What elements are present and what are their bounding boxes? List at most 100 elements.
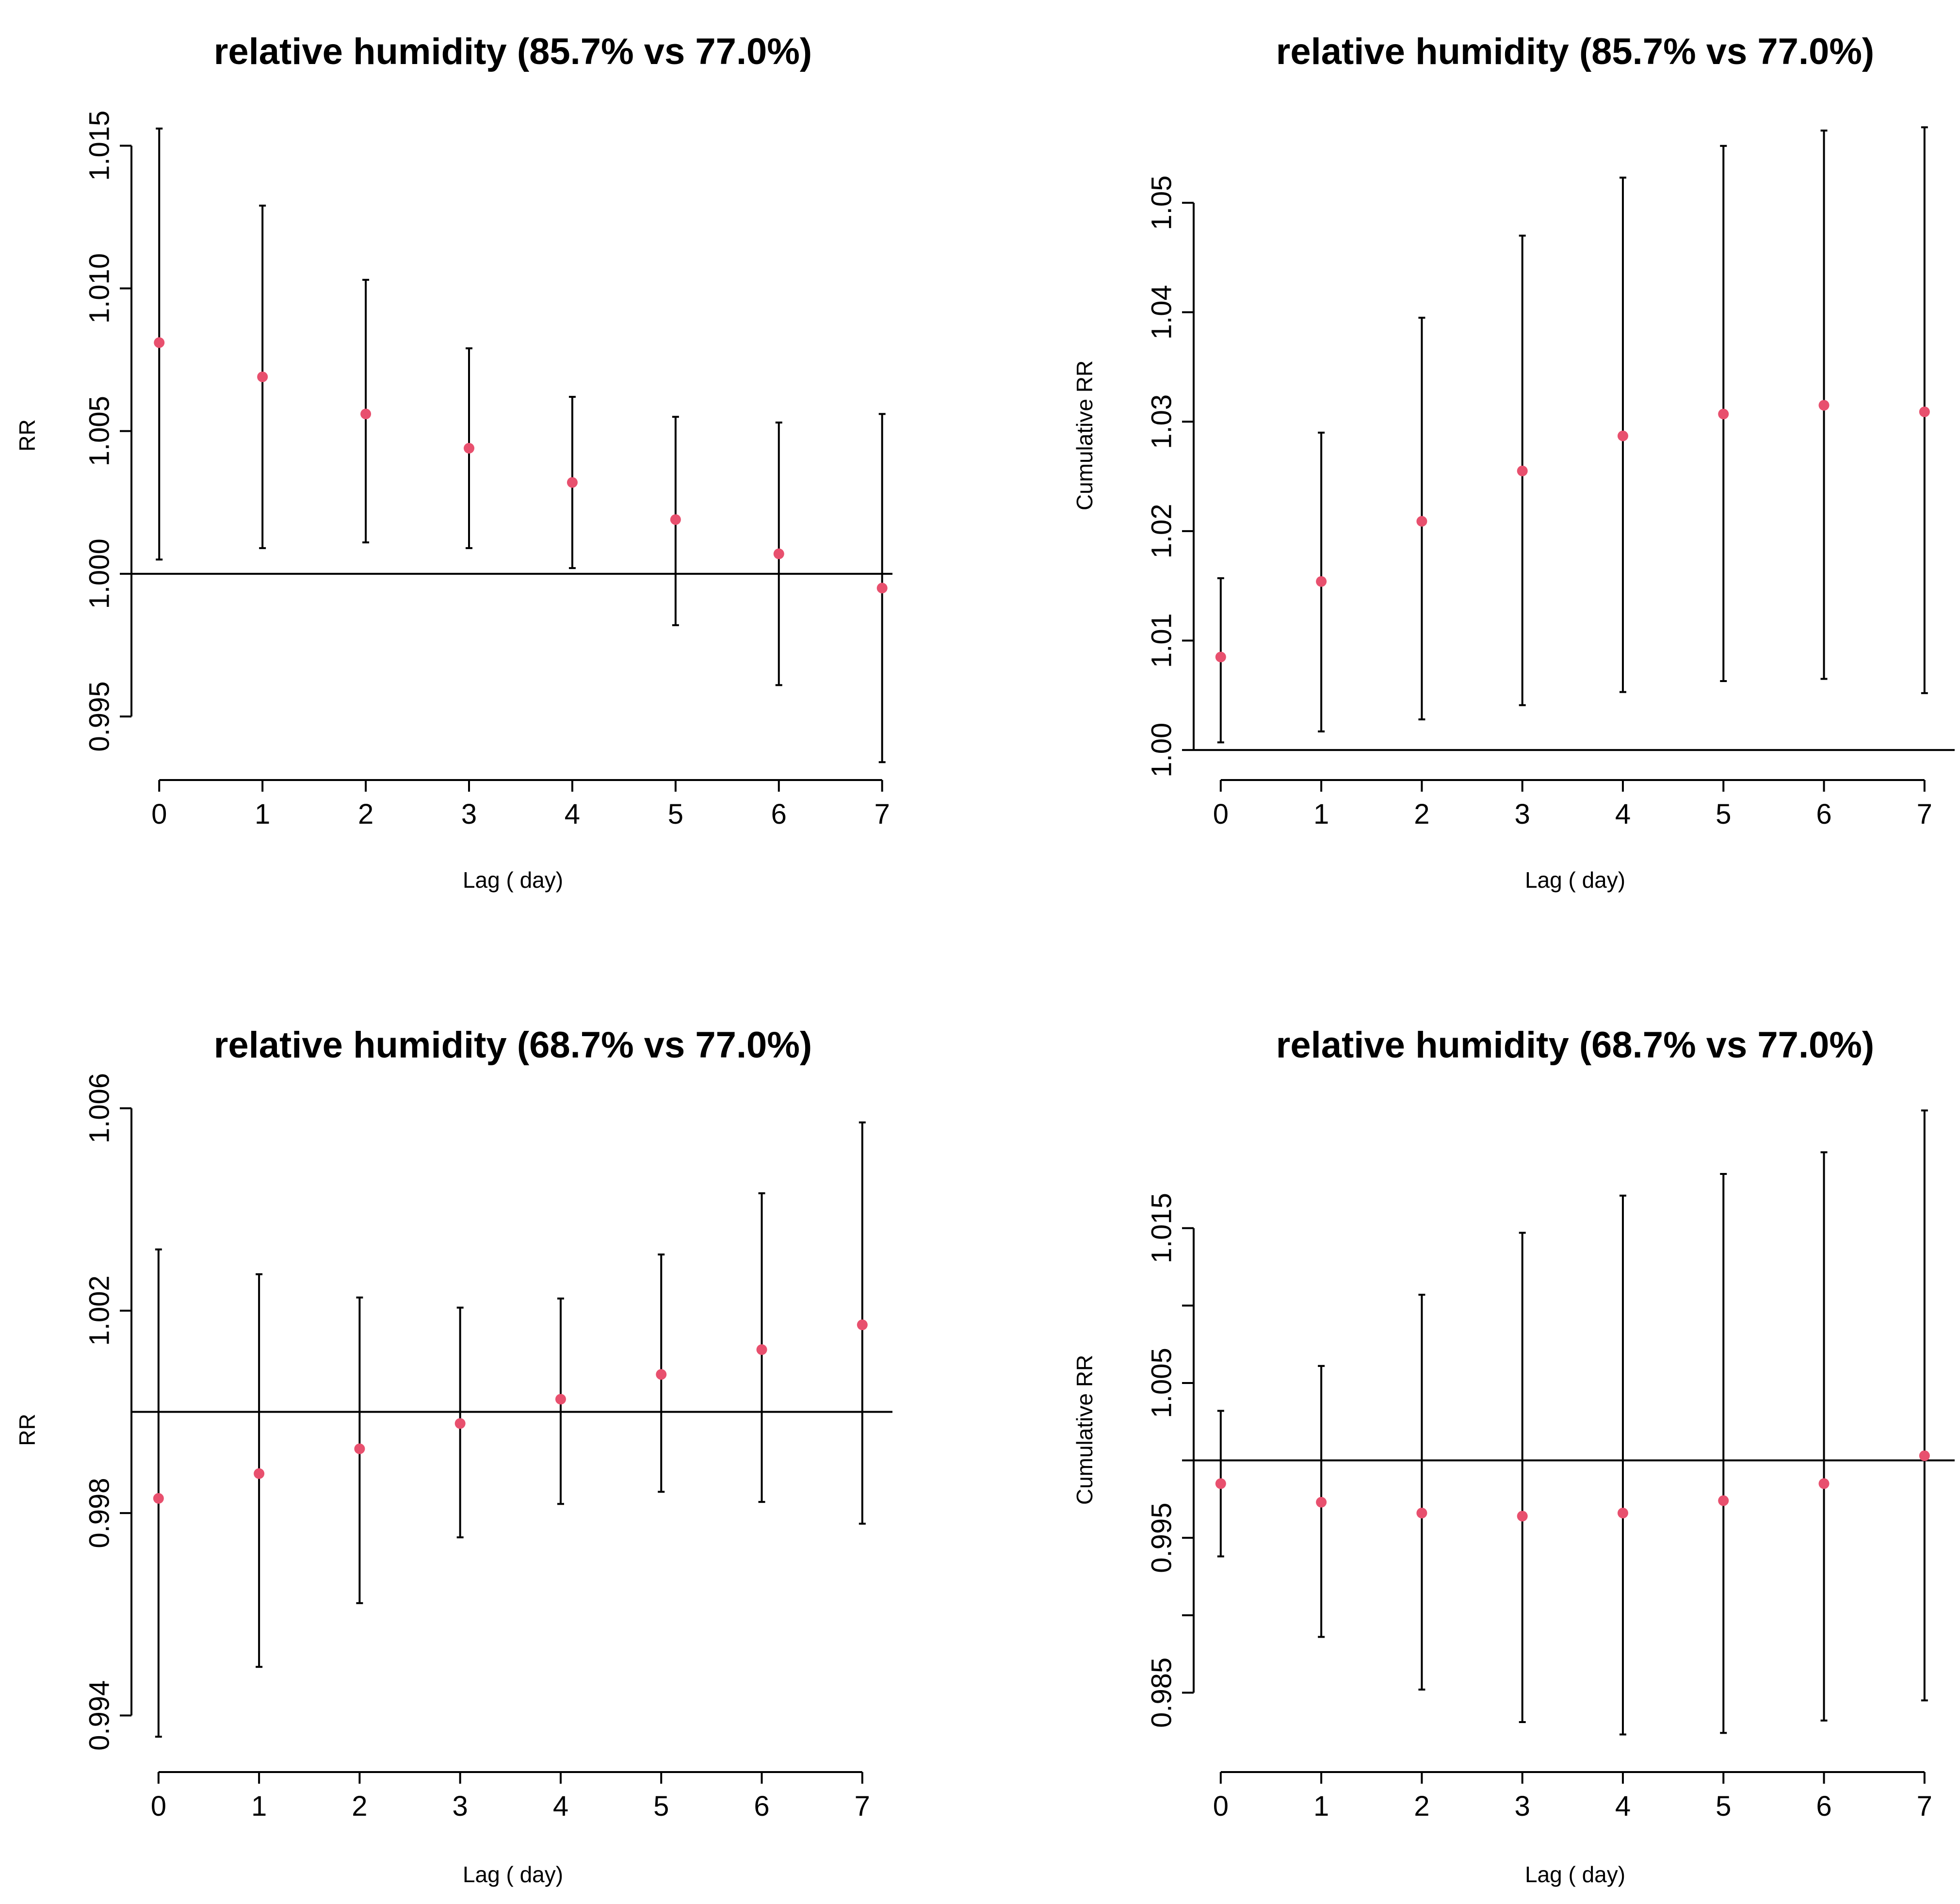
data-point <box>1316 1497 1327 1508</box>
y-tick-label: 0.985 <box>1146 1658 1177 1728</box>
y-tick-label: 0.998 <box>83 1478 115 1548</box>
y-tick-label: 1.01 <box>1146 613 1177 668</box>
data-point <box>153 1493 164 1504</box>
y-tick-label: 1.04 <box>1146 285 1177 340</box>
y-tick-label: 1.005 <box>1146 1348 1177 1418</box>
y-tick-label: 1.05 <box>1146 176 1177 230</box>
data-point <box>254 1468 265 1479</box>
data-point <box>1517 1511 1528 1522</box>
panel-title: relative humidity (85.7% vs 77.0%) <box>1276 31 1874 72</box>
data-point <box>454 1418 466 1429</box>
y-tick-label: 1.02 <box>1146 504 1177 558</box>
y-tick-label: 1.002 <box>83 1275 115 1346</box>
data-point <box>360 408 372 420</box>
panel-title: relative humidity (85.7% vs 77.0%) <box>214 31 812 72</box>
data-point <box>1215 651 1226 663</box>
data-point <box>154 337 165 348</box>
x-tick-label: 7 <box>1917 1790 1932 1822</box>
data-point <box>1818 1478 1830 1489</box>
x-tick-label: 4 <box>553 1790 568 1822</box>
y-tick-label: 0.995 <box>1146 1503 1177 1573</box>
data-point <box>756 1344 767 1355</box>
data-point <box>857 1319 868 1331</box>
data-point <box>1517 465 1528 476</box>
x-axis-title: Lag ( day) <box>1525 1862 1625 1887</box>
x-axis-title: Lag ( day) <box>463 1862 563 1887</box>
panel-title: relative humidity (68.7% vs 77.0%) <box>1276 1025 1874 1066</box>
x-tick-label: 5 <box>1716 798 1731 830</box>
data-point <box>773 548 784 559</box>
data-point <box>1617 1508 1628 1519</box>
data-point <box>464 442 475 454</box>
y-tick-label: 1.006 <box>83 1073 115 1143</box>
y-tick-label: 1.03 <box>1146 394 1177 449</box>
y-axis-title: Cumulative RR <box>1072 360 1097 510</box>
y-tick-label: 1.00 <box>1146 723 1177 778</box>
x-tick-label: 2 <box>358 798 373 830</box>
x-tick-label: 1 <box>251 1790 267 1822</box>
data-point <box>567 477 578 488</box>
x-tick-label: 5 <box>653 1790 669 1822</box>
x-tick-label: 5 <box>668 798 683 830</box>
x-tick-label: 2 <box>1414 1790 1429 1822</box>
data-point <box>1316 576 1327 587</box>
data-point <box>354 1443 365 1454</box>
x-tick-label: 4 <box>1615 798 1631 830</box>
data-point <box>1919 1450 1930 1461</box>
data-point <box>1718 408 1729 420</box>
x-tick-label: 6 <box>771 798 787 830</box>
data-point <box>1617 430 1628 441</box>
x-tick-label: 0 <box>151 1790 166 1822</box>
x-tick-label: 1 <box>1313 1790 1329 1822</box>
y-axis-title: RR <box>15 1414 40 1446</box>
x-tick-label: 2 <box>1414 798 1429 830</box>
x-axis-title: Lag ( day) <box>463 867 563 893</box>
x-tick-label: 1 <box>255 798 270 830</box>
data-point <box>1215 1478 1226 1489</box>
data-point <box>1818 400 1830 411</box>
panel-3: relative humidity (68.7% vs 77.0%) 0 1 2 3 4 5… <box>15 1025 892 1887</box>
panel-1: relative humidity (85.7% vs 77.0%) 0 1 2 3 4 5… <box>15 31 892 893</box>
y-tick-label: 0.994 <box>83 1680 115 1751</box>
data-point <box>1718 1495 1729 1506</box>
data-point <box>555 1394 566 1405</box>
x-tick-label: 7 <box>875 798 890 830</box>
x-tick-label: 2 <box>352 1790 367 1822</box>
x-tick-label: 1 <box>1313 798 1329 830</box>
panel-title: relative humidity (68.7% vs 77.0%) <box>214 1025 812 1066</box>
x-tick-label: 3 <box>453 1790 468 1822</box>
data-point <box>257 371 268 382</box>
x-tick-label: 6 <box>1816 798 1831 830</box>
x-tick-label: 0 <box>1213 798 1229 830</box>
x-tick-label: 4 <box>565 798 580 830</box>
y-axis-title: RR <box>15 419 40 451</box>
x-tick-label: 0 <box>151 798 167 830</box>
x-tick-label: 3 <box>1515 798 1530 830</box>
data-point <box>656 1369 667 1380</box>
data-point <box>1416 516 1427 527</box>
x-tick-label: 6 <box>754 1790 769 1822</box>
x-tick-label: 5 <box>1716 1790 1731 1822</box>
x-tick-label: 3 <box>461 798 477 830</box>
x-axis-title: Lag ( day) <box>1525 867 1625 893</box>
y-tick-label: 0.995 <box>83 681 115 751</box>
y-tick-label: 1.015 <box>83 111 115 181</box>
y-tick-label: 1.015 <box>1146 1193 1177 1263</box>
panel-2: relative humidity (85.7% vs 77.0%) 0 1 2 3 4 5… <box>1072 31 1955 893</box>
y-axis-title: Cumulative RR <box>1072 1355 1097 1505</box>
data-point <box>1919 406 1930 417</box>
data-point <box>1416 1508 1427 1519</box>
y-tick-label: 1.010 <box>83 253 115 324</box>
x-tick-label: 0 <box>1213 1790 1229 1822</box>
x-tick-label: 7 <box>855 1790 870 1822</box>
x-tick-label: 4 <box>1615 1790 1631 1822</box>
x-tick-label: 6 <box>1816 1790 1831 1822</box>
y-tick-label: 1.000 <box>83 538 115 609</box>
data-point <box>670 514 681 525</box>
data-point <box>876 583 888 594</box>
x-tick-label: 7 <box>1917 798 1932 830</box>
y-tick-label: 1.005 <box>83 396 115 466</box>
x-tick-label: 3 <box>1515 1790 1530 1822</box>
panel-4: relative humidity (68.7% vs 77.0%) 0 1 2 3 4 5… <box>1072 1025 1955 1887</box>
